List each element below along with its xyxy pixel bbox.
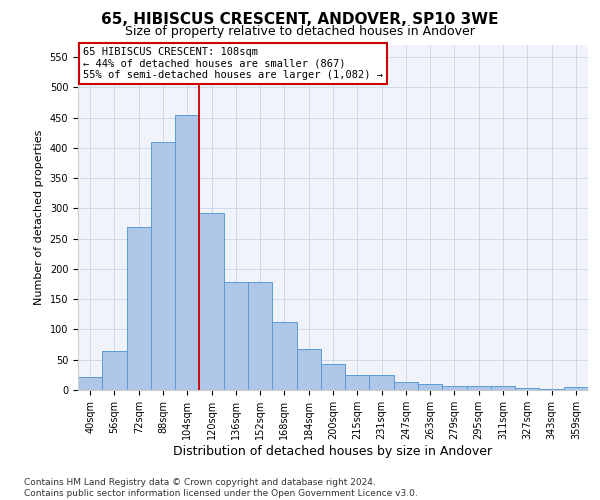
Bar [321,364,345,390]
Bar [175,114,199,390]
Bar [296,349,321,390]
Bar [467,386,491,390]
Text: Size of property relative to detached houses in Andover: Size of property relative to detached ho… [125,25,475,38]
Text: 65, HIBISCUS CRESCENT, ANDOVER, SP10 3WE: 65, HIBISCUS CRESCENT, ANDOVER, SP10 3WE [101,12,499,28]
Bar [370,375,394,390]
Text: Contains HM Land Registry data © Crown copyright and database right 2024.
Contai: Contains HM Land Registry data © Crown c… [24,478,418,498]
Bar [394,382,418,390]
X-axis label: Distribution of detached houses by size in Andover: Distribution of detached houses by size … [173,444,493,458]
Bar [442,386,467,390]
Bar [102,350,127,390]
Bar [151,142,175,390]
Bar [491,386,515,390]
Bar [199,212,224,390]
Bar [272,322,296,390]
Bar [345,375,370,390]
Y-axis label: Number of detached properties: Number of detached properties [34,130,44,305]
Text: 65 HIBISCUS CRESCENT: 108sqm
← 44% of detached houses are smaller (867)
55% of s: 65 HIBISCUS CRESCENT: 108sqm ← 44% of de… [83,46,383,80]
Bar [78,376,102,390]
Bar [564,387,588,390]
Bar [539,389,564,390]
Bar [224,282,248,390]
Bar [418,384,442,390]
Bar [515,388,539,390]
Bar [127,226,151,390]
Bar [248,282,272,390]
